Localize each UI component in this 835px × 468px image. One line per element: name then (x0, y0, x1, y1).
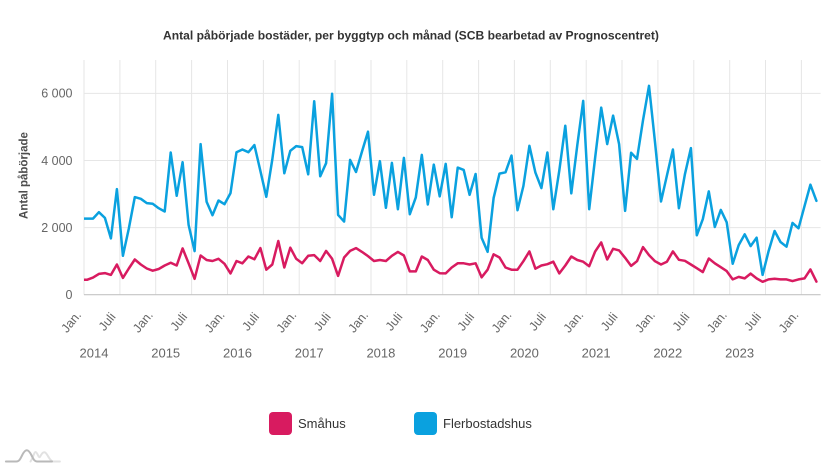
svg-text:Antal påbörjade bostäder, per: Antal påbörjade bostäder, per byggtyp oc… (163, 29, 659, 43)
svg-text:Flerbostadshus: Flerbostadshus (443, 416, 532, 431)
svg-text:Antal påbörjade: Antal påbörjade (18, 132, 30, 219)
svg-text:2021: 2021 (582, 345, 611, 360)
svg-text:2016: 2016 (223, 345, 252, 360)
svg-text:2020: 2020 (510, 345, 539, 360)
svg-text:6 000: 6 000 (41, 87, 72, 101)
svg-text:2 000: 2 000 (41, 221, 72, 235)
svg-text:2014: 2014 (80, 345, 109, 360)
svg-text:2023: 2023 (725, 345, 754, 360)
svg-text:2017: 2017 (295, 345, 324, 360)
svg-text:2022: 2022 (653, 345, 682, 360)
svg-text:2018: 2018 (366, 345, 395, 360)
svg-text:2019: 2019 (438, 345, 467, 360)
svg-text:Småhus: Småhus (298, 416, 346, 431)
svg-text:2015: 2015 (151, 345, 180, 360)
svg-text:0: 0 (66, 288, 73, 302)
svg-text:4 000: 4 000 (41, 154, 72, 168)
